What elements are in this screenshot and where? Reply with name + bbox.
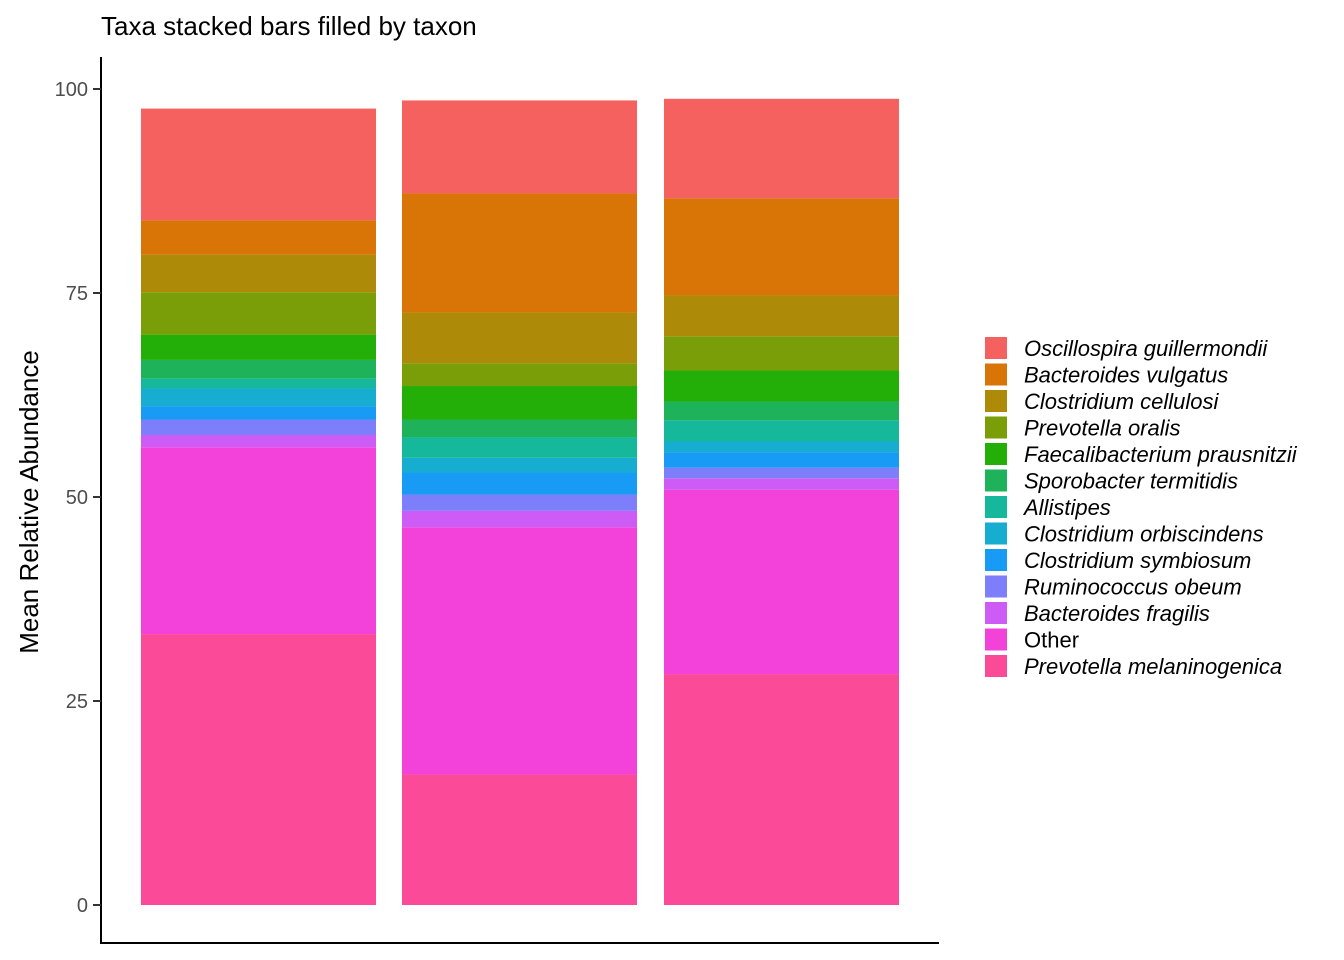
bar-segment: [402, 527, 637, 775]
bar-segment: [664, 198, 899, 296]
bar-segment: [664, 336, 899, 371]
bar-segment: [664, 478, 899, 490]
bar-segment: [664, 420, 899, 442]
legend-swatch: [985, 522, 1007, 545]
legend-label: Clostridium orbiscindens: [1024, 522, 1264, 547]
legend-swatch: [985, 628, 1007, 651]
bar-segment: [664, 467, 899, 479]
legend-swatch: [985, 390, 1007, 412]
bar-segment: [664, 401, 899, 421]
legend-label: Prevotella oralis: [1024, 416, 1181, 441]
bar-segment: [664, 295, 899, 337]
legend-swatch: [985, 443, 1007, 465]
legend-label: Oscillospira guillermondii: [1024, 336, 1268, 361]
legend-label: Bacteroides vulgatus: [1024, 363, 1228, 388]
legend-label: Ruminococcus obeum: [1024, 575, 1242, 600]
bar-segment: [402, 100, 637, 194]
bar-segment: [402, 312, 637, 364]
bar-segment: [402, 437, 637, 458]
legend-swatch: [985, 655, 1007, 677]
legend-label: Clostridium symbiosum: [1024, 548, 1251, 573]
bar-segment: [141, 359, 376, 379]
bar-segment: [141, 634, 376, 905]
legend-label: Other: [1024, 628, 1079, 653]
legend-label: Allistipes: [1022, 495, 1111, 520]
bar-segment: [664, 370, 899, 402]
y-tick-label: 100: [55, 79, 88, 101]
y-axis-ticks: 0 25 50 75 100: [55, 79, 101, 917]
bar-segment: [141, 334, 376, 360]
bar-segment: [141, 378, 376, 389]
bar-segment: [402, 363, 637, 387]
bar-segment: [402, 774, 637, 905]
y-tick-label: 75: [66, 283, 88, 305]
legend-label: Faecalibacterium prausnitzii: [1024, 442, 1298, 467]
y-tick-label: 0: [77, 895, 88, 917]
bar-segment: [402, 472, 637, 495]
bar-segment: [402, 386, 637, 420]
plot-area: [141, 98, 899, 905]
legend-swatch: [985, 496, 1007, 518]
legend-label: Clostridium cellulosi: [1024, 389, 1220, 414]
legend-swatch: [985, 575, 1007, 598]
bar-segment: [664, 489, 899, 675]
y-axis-title: Mean Relative Abundance: [14, 350, 44, 654]
bar-segment: [141, 108, 376, 221]
bar-segment: [664, 452, 899, 468]
bar-segment: [141, 254, 376, 293]
bar-segment: [141, 434, 376, 448]
legend-swatch: [985, 416, 1007, 439]
bar-segment: [141, 447, 376, 635]
bar-segment: [141, 419, 376, 435]
legend-label: Prevotella melaninogenica: [1024, 654, 1282, 679]
legend-swatch: [985, 549, 1007, 571]
legend-swatch: [985, 337, 1007, 359]
bar-segment: [141, 292, 376, 335]
bar-segment: [664, 98, 899, 199]
bar-segment: [402, 494, 637, 511]
bar-segment: [664, 441, 899, 453]
bar-segment: [141, 220, 376, 255]
bar-segment: [141, 406, 376, 420]
legend-swatch: [985, 469, 1007, 492]
bar-segment: [402, 193, 637, 313]
legend-swatch: [985, 363, 1007, 386]
bar-segment: [402, 419, 637, 438]
bar-segment: [402, 457, 637, 473]
bar-segment: [141, 388, 376, 407]
y-tick-label: 50: [66, 487, 88, 509]
chart-title: Taxa stacked bars filled by taxon: [101, 11, 477, 41]
bar-segment: [664, 674, 899, 905]
legend-label: Bacteroides fragilis: [1024, 601, 1210, 626]
y-tick-label: 25: [66, 691, 88, 713]
legend-label: Sporobacter termitidis: [1024, 469, 1238, 494]
legend-swatch: [985, 602, 1007, 624]
bar-segment: [402, 510, 637, 528]
